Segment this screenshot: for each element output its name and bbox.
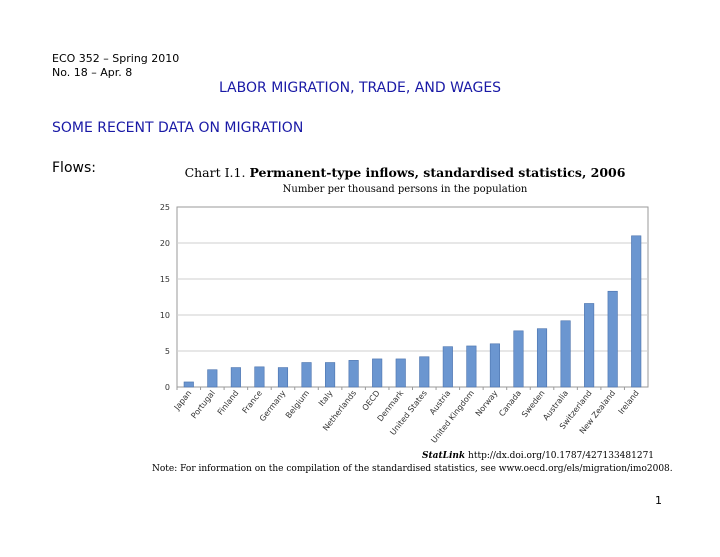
y-tick-label: 15 [160,275,170,284]
y-tick-label: 20 [160,239,170,248]
x-tick-label: Ireland [617,389,641,416]
bar-switzerland [584,303,595,388]
bar-germany [277,367,289,388]
chart-subtitle: Number per thousand persons in the popul… [282,184,528,195]
flows-label: Flows: [52,160,96,176]
x-tick-label: France [241,389,265,416]
statlink: StatLink http://dx.doi.org/10.1787/42713… [422,451,654,461]
lecture-label: No. 18 – Apr. 8 [52,66,133,79]
x-tick-label: OECD [360,389,381,413]
bar-united-states [419,356,430,388]
note-label: Note: [152,464,178,474]
bar-belgium [301,362,312,388]
bar-sweden [536,328,548,388]
x-tick-label: Belgium [284,389,311,421]
bar-finland [230,367,241,388]
section-title: SOME RECENT DATA ON MIGRATION [52,120,304,136]
x-tick-label: Austria [428,389,453,417]
chart-note: Note: For information on the compilation… [152,464,673,474]
plot-area [176,206,649,388]
bar-denmark [395,358,406,388]
y-tick-label: 5 [165,347,170,356]
bar-norway [489,343,500,388]
y-tick-label: 0 [165,383,170,392]
page-number: 1 [655,494,662,507]
x-tick-label: Italy [317,388,335,407]
note-text: For information on the compilation of th… [180,464,673,474]
x-tick-label: Finland [216,389,241,417]
bar-austria [442,346,453,388]
course-label: ECO 352 – Spring 2010 [52,52,180,65]
bar-japan [183,381,194,388]
chart-title-text: Permanent-type inflows, standardised sta… [249,165,626,180]
statlink-label: StatLink [422,451,466,461]
x-tick-label: Japan [172,389,193,413]
chart-title: Chart I.1. Permanent-type inflows, stand… [0,165,720,180]
bar-portugal [207,369,218,388]
bar-italy [325,362,336,388]
bar-united-kingdom [466,345,477,388]
bar-netherlands [348,360,359,388]
x-tick-label: Norway [474,388,500,418]
y-tick-label: 25 [160,203,170,212]
page-title: LABOR MIGRATION, TRADE, AND WAGES [218,80,502,96]
bar-australia [560,320,571,388]
bar-oecd [372,358,383,388]
bar-france [254,366,265,388]
y-tick-label: 10 [160,311,170,320]
bar-new-zealand [607,290,618,388]
bar-ireland [631,235,642,388]
x-tick-label: United Kingdom [429,389,476,445]
statlink-url[interactable]: http://dx.doi.org/10.1787/427133481271 [468,451,655,461]
bar-canada [513,330,524,388]
x-tick-label: Portugal [189,389,216,421]
chart-title-prefix: Chart I.1. [184,165,246,180]
